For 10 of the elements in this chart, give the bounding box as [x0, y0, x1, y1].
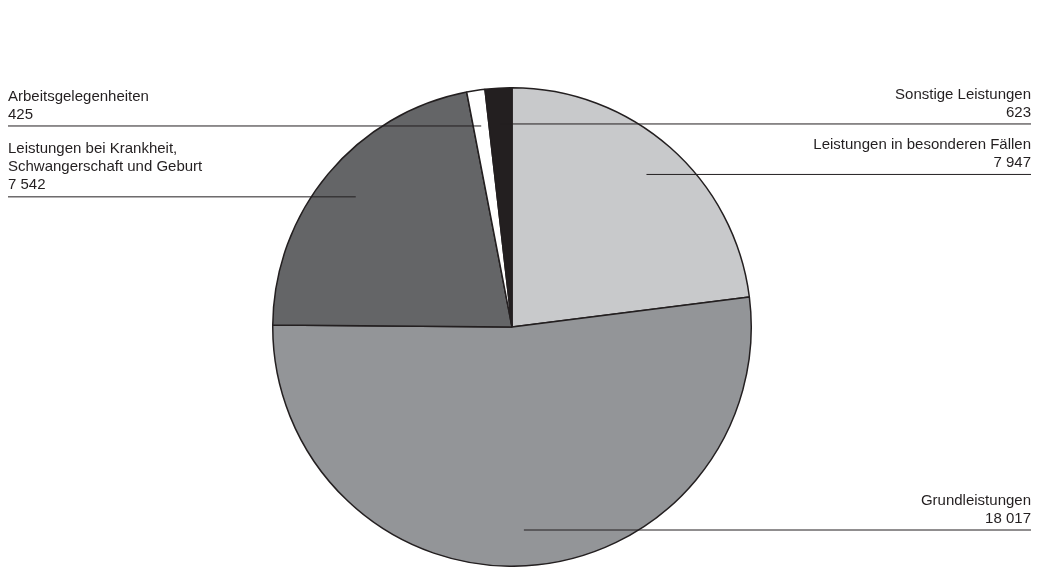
data-label: 18 017: [985, 508, 1031, 526]
slice-label: Grundleistungen: [920, 490, 1031, 508]
data-label: 7 947: [993, 153, 1031, 171]
slice-label: Leistungen in besonderen Fällen: [813, 135, 1031, 153]
data-label: 425: [8, 104, 34, 122]
slice-label: Leistungen bei Krankheit, Schwangerschaft und Geburt: [8, 139, 204, 175]
slice-label: Sonstige Leistungen: [895, 84, 1031, 102]
data-label: 623: [1005, 102, 1031, 120]
slice-label: Arbeitsgelegenheiten: [8, 86, 149, 104]
data-label: 7 542: [8, 175, 46, 193]
